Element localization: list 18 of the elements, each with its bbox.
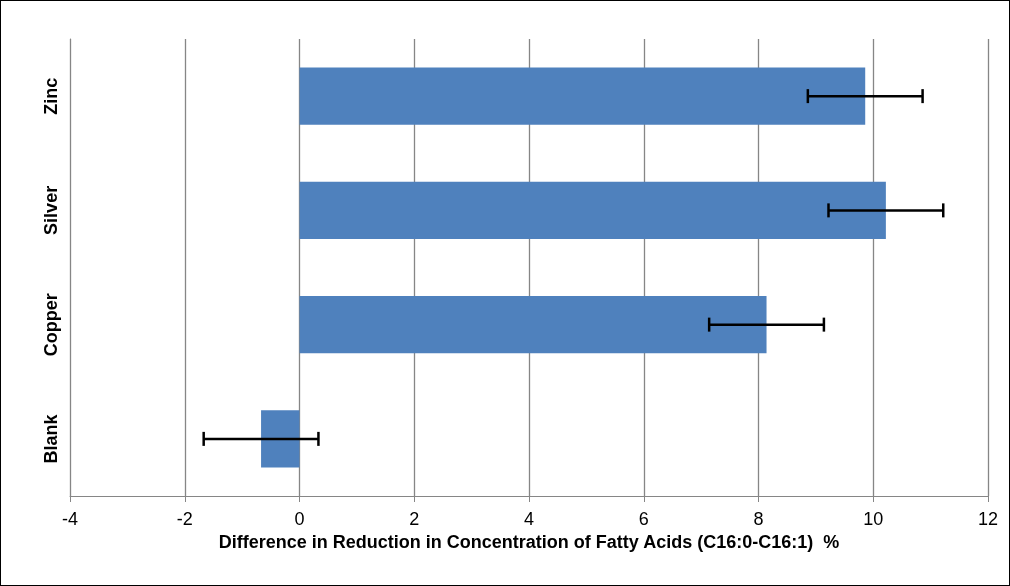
bar: [299, 296, 767, 354]
x-axis-title: Difference in Reduction in Concentration of Fatty Acids (C16:0-C16:1) %: [218, 531, 840, 552]
x-tick-label: 0: [294, 509, 305, 529]
x-tick-label: 12: [977, 509, 999, 529]
y-tick-label: Copper: [41, 293, 61, 357]
bar: [261, 410, 300, 468]
y-tick-label: Zinc: [41, 77, 61, 115]
x-tick-label: 10: [863, 509, 884, 529]
y-tick-label: Silver: [41, 185, 61, 235]
x-tick-label: -2: [176, 509, 193, 529]
bar: [299, 181, 886, 239]
y-tick-label: Blank: [41, 413, 61, 464]
bar: [299, 67, 866, 125]
x-tick-label: -4: [61, 509, 79, 529]
x-tick-label: 4: [523, 509, 535, 529]
x-tick-label: 8: [753, 509, 764, 529]
x-tick-label: 6: [638, 509, 649, 529]
x-tick-label: 2: [409, 509, 420, 529]
